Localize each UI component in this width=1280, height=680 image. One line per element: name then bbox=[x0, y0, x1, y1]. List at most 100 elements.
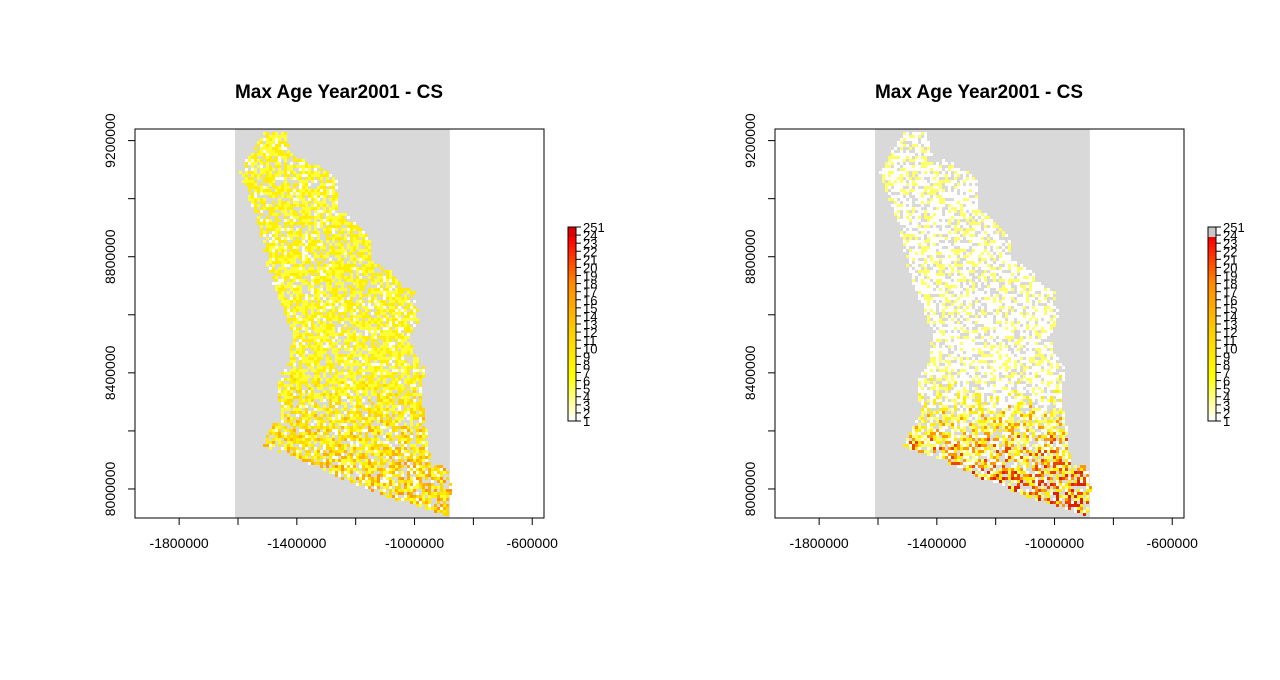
raster-cell bbox=[966, 189, 969, 192]
raster-cell bbox=[924, 270, 927, 273]
raster-cell bbox=[362, 231, 365, 234]
raster-cell bbox=[290, 279, 293, 282]
raster-cell bbox=[915, 261, 918, 264]
raster-cell bbox=[386, 483, 389, 486]
raster-cell bbox=[317, 327, 320, 330]
legend-label: 8 bbox=[583, 357, 590, 372]
raster-cell bbox=[960, 276, 963, 279]
raster-cell bbox=[386, 294, 389, 297]
raster-cell bbox=[311, 270, 314, 273]
raster-cell bbox=[296, 252, 299, 255]
raster-cell bbox=[347, 327, 350, 330]
raster-cell bbox=[266, 147, 269, 150]
raster-cell bbox=[323, 258, 326, 261]
raster-cell bbox=[434, 489, 437, 492]
raster-cell bbox=[332, 225, 335, 228]
raster-cell bbox=[975, 180, 978, 183]
raster-cell bbox=[948, 174, 951, 177]
raster-cell bbox=[383, 297, 386, 300]
raster-cell bbox=[990, 276, 993, 279]
raster-cell bbox=[278, 441, 281, 444]
raster-cell bbox=[969, 204, 972, 207]
raster-cell bbox=[338, 348, 341, 351]
raster-cell bbox=[972, 264, 975, 267]
raster-cell bbox=[326, 303, 329, 306]
raster-cell bbox=[371, 339, 374, 342]
raster-cell bbox=[398, 390, 401, 393]
raster-cell bbox=[299, 285, 302, 288]
raster-cell bbox=[305, 237, 308, 240]
raster-cell bbox=[939, 246, 942, 249]
raster-cell bbox=[404, 381, 407, 384]
raster-cell bbox=[389, 468, 392, 471]
raster-cell bbox=[894, 186, 897, 189]
raster-cell bbox=[395, 288, 398, 291]
raster-cell bbox=[386, 435, 389, 438]
raster-cell bbox=[416, 357, 419, 360]
raster-cell bbox=[329, 378, 332, 381]
raster-cell bbox=[401, 303, 404, 306]
raster-cell bbox=[251, 177, 254, 180]
raster-cell bbox=[374, 408, 377, 411]
raster-cell bbox=[284, 156, 287, 159]
raster-cell bbox=[266, 225, 269, 228]
raster-cell bbox=[930, 258, 933, 261]
raster-cell bbox=[305, 414, 308, 417]
raster-cell bbox=[918, 288, 921, 291]
raster-cell bbox=[350, 321, 353, 324]
raster-cell bbox=[401, 384, 404, 387]
raster-cell bbox=[263, 180, 266, 183]
raster-cell bbox=[305, 168, 308, 171]
raster-cell bbox=[969, 270, 972, 273]
raster-cell bbox=[317, 405, 320, 408]
raster-cell bbox=[404, 429, 407, 432]
raster-cell bbox=[329, 288, 332, 291]
raster-cell bbox=[428, 498, 431, 501]
raster-cell bbox=[951, 207, 954, 210]
raster-cell bbox=[918, 240, 921, 243]
raster-cell bbox=[323, 462, 326, 465]
raster-cell bbox=[287, 417, 290, 420]
raster-cell bbox=[909, 261, 912, 264]
raster-cell bbox=[320, 369, 323, 372]
raster-cell bbox=[386, 330, 389, 333]
raster-cell bbox=[407, 426, 410, 429]
raster-cell bbox=[254, 153, 257, 156]
raster-cell bbox=[293, 243, 296, 246]
raster-cell bbox=[924, 153, 927, 156]
raster-cell bbox=[954, 258, 957, 261]
raster-cell bbox=[335, 390, 338, 393]
raster-cell bbox=[308, 315, 311, 318]
raster-cell bbox=[329, 447, 332, 450]
raster-cell bbox=[383, 387, 386, 390]
legend-swatch bbox=[568, 335, 576, 339]
raster-cell bbox=[353, 312, 356, 315]
raster-cell bbox=[891, 183, 894, 186]
raster-cell bbox=[921, 282, 924, 285]
raster-cell bbox=[410, 312, 413, 315]
raster-cell bbox=[254, 159, 257, 162]
raster-cell bbox=[323, 399, 326, 402]
raster-cell bbox=[302, 369, 305, 372]
raster-cell bbox=[344, 303, 347, 306]
raster-cell bbox=[410, 471, 413, 474]
raster-cell bbox=[248, 195, 251, 198]
raster-cell bbox=[332, 222, 335, 225]
raster-cell bbox=[353, 315, 356, 318]
raster-cell bbox=[422, 417, 425, 420]
raster-cell bbox=[395, 282, 398, 285]
legend-swatch bbox=[568, 341, 576, 345]
raster-cell bbox=[1017, 282, 1020, 285]
raster-cell bbox=[350, 426, 353, 429]
raster-cell bbox=[416, 456, 419, 459]
raster-cell bbox=[389, 453, 392, 456]
raster-cell bbox=[921, 276, 924, 279]
raster-cell bbox=[993, 282, 996, 285]
raster-cell bbox=[296, 264, 299, 267]
raster-cell bbox=[371, 387, 374, 390]
raster-cell bbox=[308, 429, 311, 432]
raster-cell bbox=[320, 252, 323, 255]
raster-cell bbox=[314, 318, 317, 321]
raster-cell bbox=[356, 279, 359, 282]
raster-cell bbox=[924, 159, 927, 162]
